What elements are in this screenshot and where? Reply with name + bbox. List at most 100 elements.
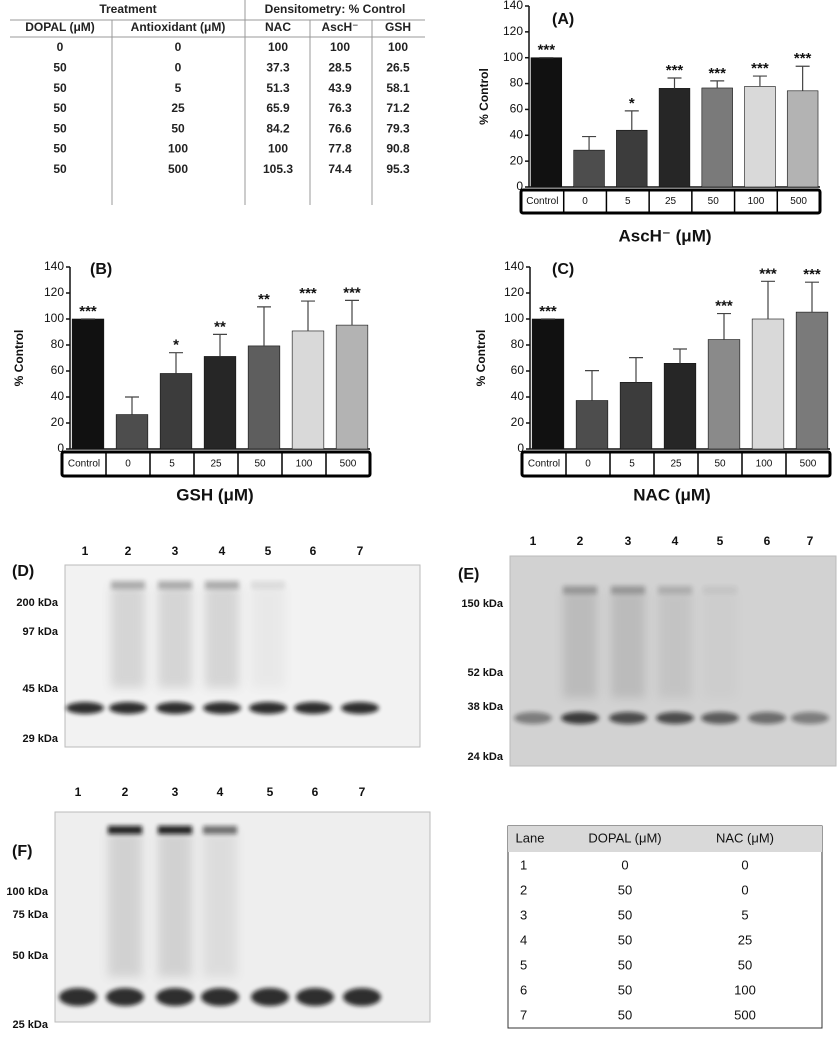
- lane-number: 5: [717, 534, 724, 548]
- gel-smear: [205, 585, 239, 688]
- lane-table-cell: 6: [520, 982, 527, 997]
- lane-table-cell: 50: [738, 957, 752, 972]
- x-tick-label: 25: [210, 459, 222, 470]
- table-cell: 76.6: [328, 121, 352, 135]
- error-bar: [667, 77, 682, 89]
- error-bar: [345, 299, 359, 326]
- mw-marker: 45 kDa: [23, 683, 59, 695]
- gel-label: (D): [12, 563, 34, 580]
- lane-table-cell: 50: [618, 932, 632, 947]
- x-axis-label: NAC (μM): [633, 485, 710, 504]
- table-cell: 51.3: [266, 81, 290, 95]
- significance-label: ***: [538, 42, 556, 59]
- gel-band: [249, 702, 287, 714]
- y-axis-label: % Control: [474, 330, 488, 387]
- gel-high-band: [611, 586, 645, 594]
- table-cell: 0: [57, 40, 64, 54]
- gel-band: [514, 712, 552, 724]
- error-bar: [761, 280, 775, 319]
- y-axis-label: % Control: [12, 330, 26, 387]
- y-tick-label: 20: [51, 415, 65, 429]
- lane-number: 2: [577, 534, 584, 548]
- bar: [573, 149, 605, 188]
- table-header: Antioxidant (μM): [131, 20, 226, 34]
- table-cell: 79.3: [386, 121, 410, 135]
- gel-smear: [563, 590, 597, 698]
- bar: [663, 363, 697, 450]
- lane-table-cell: 0: [741, 857, 748, 872]
- lane-number: 7: [359, 785, 366, 799]
- gel-band: [201, 988, 239, 1006]
- significance-label: **: [214, 318, 226, 335]
- y-tick-label: 0: [517, 441, 524, 455]
- category-box: [519, 188, 822, 215]
- lane-table-cell: 5: [741, 907, 748, 922]
- lane-table-cell: 50: [618, 957, 632, 972]
- table-cell: 50: [53, 60, 67, 74]
- error-bar: [805, 281, 819, 313]
- x-tick-label: 0: [125, 459, 131, 470]
- mw-marker: 25 kDa: [13, 1019, 49, 1031]
- error-bar: [301, 300, 315, 331]
- bar: [619, 382, 653, 450]
- mw-marker: 38 kDa: [468, 701, 504, 713]
- table-cell: 37.3: [266, 60, 290, 74]
- x-tick-label: 50: [714, 459, 726, 470]
- gel-high-band: [158, 581, 192, 589]
- lane-number: 1: [530, 534, 537, 548]
- gel-smear: [111, 585, 145, 688]
- table-cell: 0: [175, 60, 182, 74]
- gel-smear: [251, 585, 285, 688]
- bar: [203, 356, 237, 450]
- lane-table-cell: 100: [734, 982, 756, 997]
- x-axis-label: AscH⁻ (μM): [618, 226, 711, 245]
- y-tick-label: 80: [511, 337, 525, 351]
- significance-label: ***: [708, 65, 726, 82]
- bar: [786, 90, 819, 188]
- mw-marker: 100 kDa: [6, 886, 48, 898]
- gel-band: [156, 988, 194, 1006]
- y-tick-label: 60: [510, 102, 524, 116]
- gel-band: [561, 712, 599, 724]
- table-cell: 71.2: [386, 101, 410, 115]
- gel-smear: [703, 590, 737, 698]
- gel-smear: [158, 585, 192, 688]
- lane-table-cell: 50: [618, 982, 632, 997]
- table-header: AscH⁻: [321, 20, 358, 34]
- error-bar: [717, 312, 731, 340]
- y-tick-label: 140: [44, 259, 64, 273]
- x-tick-label: 5: [629, 459, 635, 470]
- y-tick-label: 120: [44, 285, 64, 299]
- error-bar: [629, 357, 643, 383]
- gel-band: [66, 702, 104, 714]
- lane-number: 7: [807, 534, 814, 548]
- table-group-header: Densitometry: % Control: [265, 2, 406, 16]
- lane-number: 6: [764, 534, 771, 548]
- gel-band: [251, 988, 289, 1006]
- gel-band: [59, 988, 97, 1006]
- gel-high-band: [563, 586, 597, 594]
- lane-number: 4: [219, 544, 226, 558]
- gel-high-band: [703, 586, 737, 594]
- table-cell: 500: [168, 162, 188, 176]
- x-tick-label: 5: [169, 459, 175, 470]
- y-tick-label: 140: [503, 0, 523, 12]
- bar: [291, 330, 325, 450]
- error-bar: [213, 333, 227, 357]
- mw-marker: 24 kDa: [468, 751, 504, 763]
- gel-band: [343, 988, 381, 1006]
- significance-label: ***: [343, 284, 361, 301]
- y-tick-label: 60: [511, 363, 525, 377]
- error-bar: [582, 135, 597, 151]
- significance-label: ***: [299, 285, 317, 302]
- gel-band: [294, 702, 332, 714]
- table-cell: 95.3: [386, 162, 410, 176]
- lane-number: 5: [267, 785, 274, 799]
- mw-marker: 52 kDa: [468, 667, 504, 679]
- lane-table-cell: 0: [741, 882, 748, 897]
- mw-marker: 50 kDa: [13, 950, 49, 962]
- x-tick-label: 50: [708, 196, 720, 207]
- table-cell: 50: [53, 121, 67, 135]
- significance-label: ***: [539, 303, 557, 320]
- lane-number: 2: [125, 544, 132, 558]
